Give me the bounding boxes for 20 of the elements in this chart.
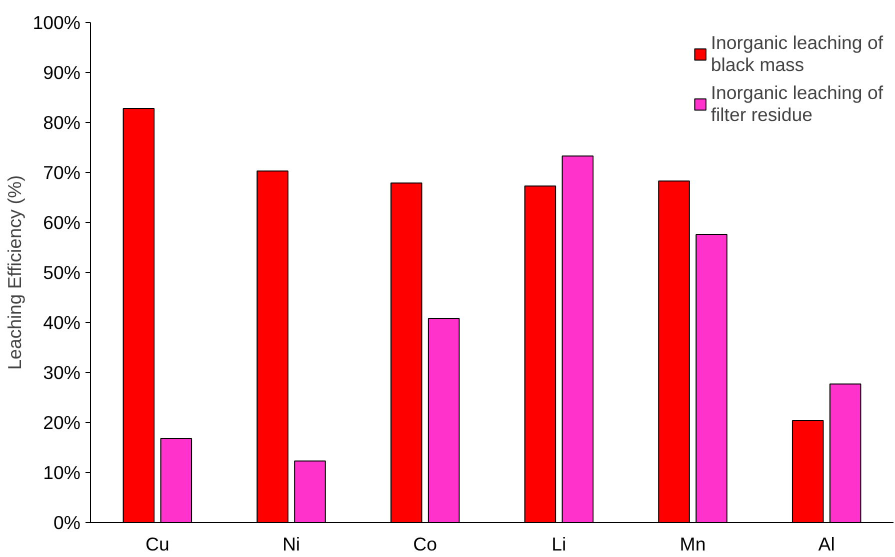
y-tick-label: 20% — [43, 412, 81, 433]
y-tick-label: 90% — [43, 62, 81, 83]
y-tick-label: 10% — [43, 462, 81, 483]
x-tick-label: Al — [818, 534, 835, 554]
y-tick-label: 50% — [43, 262, 81, 283]
y-axis-title: Leaching Efficiency (%) — [4, 175, 25, 370]
legend-label: Inorganic leaching of black mass — [710, 32, 883, 76]
legend-label: Inorganic leaching of filter residue — [710, 82, 883, 126]
y-tick-label: 60% — [43, 212, 81, 233]
x-tick-label: Cu — [145, 534, 170, 554]
y-tick-label: 70% — [43, 162, 81, 183]
x-tick-label: Li — [552, 534, 566, 554]
x-tick-label: Co — [413, 534, 438, 554]
y-tick-label: 0% — [54, 512, 81, 533]
y-tick-label: 100% — [32, 12, 81, 33]
y-tick-label: 80% — [43, 112, 81, 133]
x-tick-label: Mn — [680, 534, 706, 554]
y-tick-label: 40% — [43, 312, 81, 333]
y-tick-label: 30% — [43, 362, 81, 383]
x-tick-label: Ni — [282, 534, 300, 554]
